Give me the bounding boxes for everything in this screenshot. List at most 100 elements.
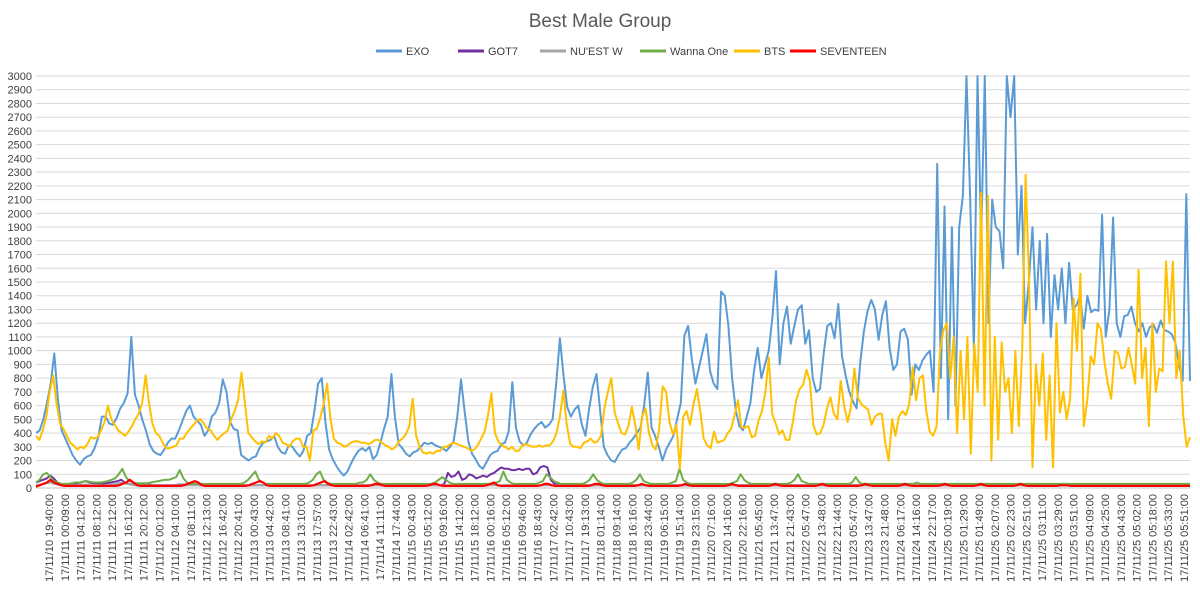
y-tick-label: 2000 bbox=[8, 208, 32, 220]
y-tick-label: 1000 bbox=[8, 346, 32, 358]
x-tick-label: 17/11/25 05:33:00 bbox=[1163, 494, 1175, 582]
x-tick-label: 17/11/25 05:02:00 bbox=[1132, 494, 1144, 582]
x-tick-label: 17/11/13 17:57:00 bbox=[312, 494, 324, 582]
y-tick-label: 1300 bbox=[8, 304, 32, 316]
x-tick-label: 17/11/11 16:12:00 bbox=[123, 494, 135, 581]
x-tick-label: 17/11/21 13:47:00 bbox=[769, 494, 781, 582]
x-tick-label: 17/11/15 14:12:00 bbox=[454, 494, 466, 582]
x-tick-label: 17/11/12 04:10:00 bbox=[170, 494, 182, 582]
y-tick-label: 2700 bbox=[8, 112, 32, 124]
x-tick-label: 17/11/16 05:12:00 bbox=[501, 494, 513, 582]
y-tick-label: 600 bbox=[14, 401, 32, 413]
x-tick-label: 17/11/25 04:43:00 bbox=[1116, 494, 1128, 582]
x-tick-label: 17/11/12 20:41:00 bbox=[233, 494, 245, 582]
chart-title: Best Male Group bbox=[529, 11, 672, 32]
x-tick-label: 17/11/22 21:44:00 bbox=[832, 494, 844, 582]
legend-item: NU'EST W bbox=[540, 46, 623, 58]
x-tick-label: 17/11/18 23:44:00 bbox=[643, 494, 655, 582]
legend-label: BTS bbox=[764, 46, 785, 58]
legend-label: SEVENTEEN bbox=[820, 46, 887, 58]
x-tick-label: 17/11/14 17:44:00 bbox=[391, 494, 403, 582]
x-tick-label: 17/11/16 09:46:00 bbox=[517, 494, 529, 582]
x-tick-label: 17/11/25 02:07:00 bbox=[990, 494, 1002, 582]
y-tick-label: 1600 bbox=[8, 263, 32, 275]
x-tick-label: 17/11/11 08:12:00 bbox=[91, 494, 103, 581]
y-tick-label: 500 bbox=[14, 414, 32, 426]
x-tick-label: 17/11/20 14:16:00 bbox=[722, 494, 734, 582]
y-tick-label: 1500 bbox=[8, 277, 32, 289]
x-tick-label: 17/11/25 05:51:00 bbox=[1179, 494, 1191, 582]
y-tick-label: 400 bbox=[14, 428, 32, 440]
x-tick-label: 17/11/12 08:11:00 bbox=[186, 494, 198, 581]
x-tick-label: 17/11/23 13:47:00 bbox=[864, 494, 876, 582]
y-tick-label: 2400 bbox=[8, 153, 32, 165]
x-tick-label: 17/11/14 06:41:00 bbox=[359, 494, 371, 582]
x-tick-label: 17/11/14 11:11:00 bbox=[375, 494, 387, 580]
y-tick-label: 1100 bbox=[8, 332, 32, 344]
x-tick-label: 17/11/19 23:15:00 bbox=[690, 494, 702, 582]
x-tick-label: 17/11/11 04:12:00 bbox=[76, 494, 88, 581]
x-tick-label: 17/11/24 14:16:00 bbox=[911, 494, 923, 582]
y-tick-label: 200 bbox=[14, 456, 32, 468]
x-axis-ticks: 17/11/10 19:40:00 17/11/11 00:09:00 17/11/… bbox=[44, 494, 1191, 582]
legend: EXO GOT7 NU'EST W Wanna One BTS SEVENTEEN bbox=[376, 46, 887, 58]
y-tick-label: 1400 bbox=[8, 291, 32, 303]
y-tick-label: 1700 bbox=[8, 250, 32, 262]
x-tick-label: 17/11/12 16:42:00 bbox=[217, 494, 229, 582]
x-tick-label: 17/11/25 04:25:00 bbox=[1100, 494, 1112, 582]
y-tick-label: 2800 bbox=[8, 98, 32, 110]
y-tick-label: 800 bbox=[14, 373, 32, 385]
y-tick-label: 100 bbox=[14, 469, 32, 481]
x-tick-label: 17/11/23 21:48:00 bbox=[879, 494, 891, 582]
series-lines bbox=[35, 75, 1191, 488]
y-tick-label: 1900 bbox=[8, 222, 32, 234]
x-tick-label: 17/11/13 00:43:00 bbox=[249, 494, 261, 582]
x-tick-label: 17/11/18 16:16:00 bbox=[627, 494, 639, 582]
x-tick-label: 17/11/20 22:16:00 bbox=[738, 494, 750, 582]
y-tick-label: 1200 bbox=[8, 318, 32, 330]
x-tick-label: 17/11/15 09:16:00 bbox=[438, 494, 450, 582]
x-tick-label: 17/11/19 15:14:00 bbox=[675, 494, 687, 582]
x-tick-label: 17/11/22 13:48:00 bbox=[816, 494, 828, 582]
x-tick-label: 17/11/20 07:16:00 bbox=[706, 494, 718, 582]
x-tick-label: 17/11/15 00:43:00 bbox=[407, 494, 419, 582]
y-tick-label: 2600 bbox=[8, 126, 32, 138]
x-tick-label: 17/11/25 00:19:00 bbox=[943, 494, 955, 582]
y-tick-label: 3000 bbox=[8, 71, 32, 83]
y-tick-label: 0 bbox=[26, 483, 32, 495]
legend-label: GOT7 bbox=[488, 46, 518, 58]
legend-label: Wanna One bbox=[670, 46, 728, 58]
x-tick-label: 17/11/13 08:41:00 bbox=[280, 494, 292, 582]
x-tick-label: 17/11/21 05:45:00 bbox=[753, 494, 765, 582]
legend-item: SEVENTEEN bbox=[790, 46, 887, 58]
x-tick-label: 17/11/21 21:43:00 bbox=[785, 494, 797, 582]
x-tick-label: 17/11/18 01:14:00 bbox=[596, 494, 608, 582]
x-tick-label: 17/11/16 00:16:00 bbox=[485, 494, 497, 582]
series-line-exo bbox=[35, 75, 1191, 477]
x-tick-label: 17/11/25 03:29:00 bbox=[1053, 494, 1065, 582]
x-tick-label: 17/11/25 02:23:00 bbox=[1006, 494, 1018, 582]
x-tick-label: 17/11/19 06:15:00 bbox=[659, 494, 671, 582]
series-line-got7 bbox=[35, 465, 1190, 487]
x-tick-label: 17/11/25 01:29:00 bbox=[958, 494, 970, 582]
x-tick-label: 17/11/13 22:43:00 bbox=[328, 494, 340, 582]
y-tick-label: 900 bbox=[14, 359, 32, 371]
x-tick-label: 17/11/14 02:42:00 bbox=[344, 494, 356, 582]
x-tick-label: 17/11/23 05:47:00 bbox=[848, 494, 860, 582]
x-tick-label: 17/11/18 09:14:00 bbox=[612, 494, 624, 582]
series-line-bts bbox=[35, 173, 1191, 470]
y-tick-label: 2300 bbox=[8, 167, 32, 179]
y-axis-ticks: 0100200300400500600700800900100011001200… bbox=[8, 71, 32, 495]
x-tick-label: 17/11/17 19:13:00 bbox=[580, 494, 592, 582]
x-tick-label: 17/11/25 04:09:00 bbox=[1084, 494, 1096, 582]
series-line-seventeen bbox=[35, 478, 1190, 488]
x-tick-label: 17/11/25 05:18:00 bbox=[1147, 494, 1159, 582]
x-tick-label: 17/11/13 13:10:00 bbox=[296, 494, 308, 582]
y-tick-label: 2900 bbox=[8, 85, 32, 97]
x-tick-label: 17/11/10 19:40:00 bbox=[44, 494, 56, 582]
x-tick-label: 17/11/12 00:12:00 bbox=[154, 494, 166, 582]
y-tick-label: 2500 bbox=[8, 140, 32, 152]
legend-item: EXO bbox=[376, 46, 430, 58]
